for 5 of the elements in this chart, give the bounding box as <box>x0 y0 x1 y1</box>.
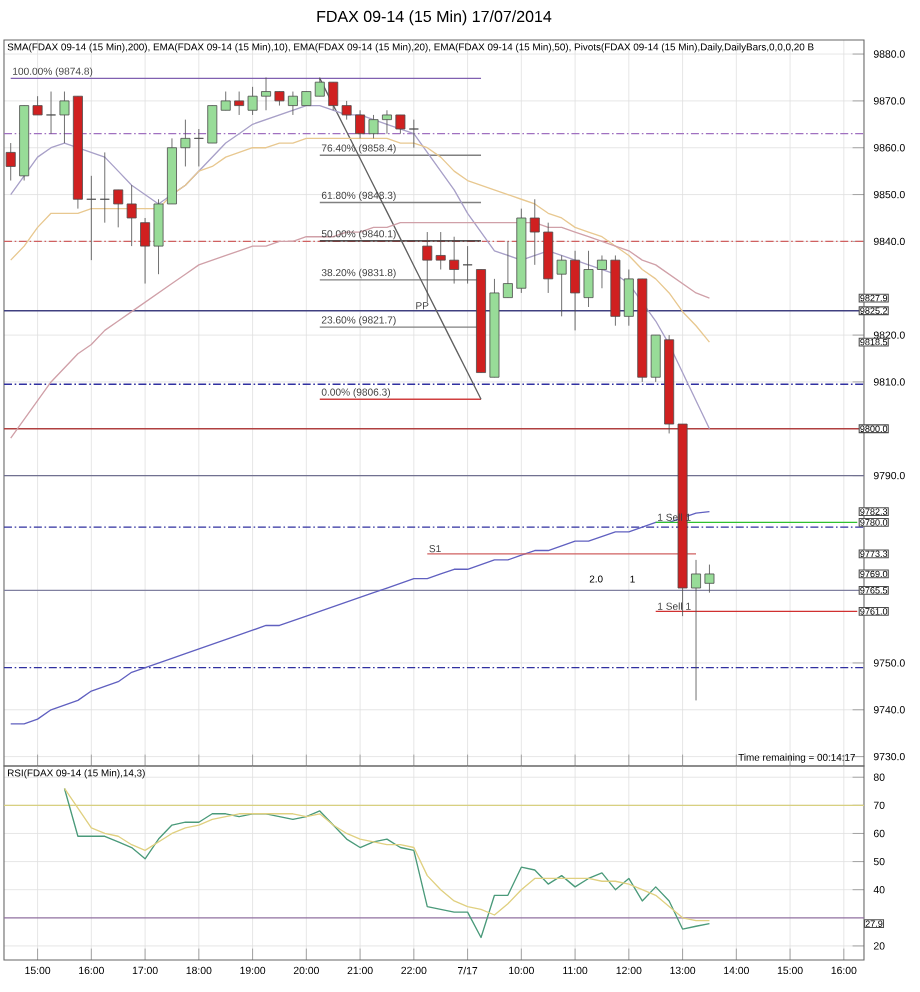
line-series <box>319 77 482 400</box>
chart-title: FDAX 09-14 (15 Min) 17/07/2014 <box>317 10 552 26</box>
candlestick <box>462 245 473 284</box>
candlestick <box>86 175 97 261</box>
candlestick <box>99 152 110 224</box>
